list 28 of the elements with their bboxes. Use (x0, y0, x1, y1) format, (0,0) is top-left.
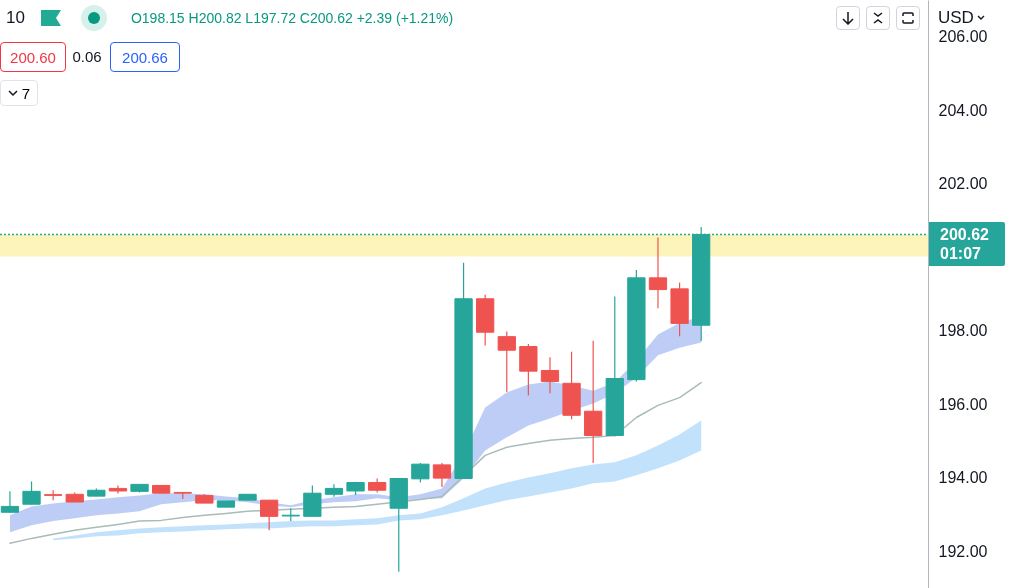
chart-title: 10 (6, 8, 25, 28)
annotation: 200.60 (0, 42, 66, 72)
candlestick (411, 462, 430, 484)
candlestick (22, 480, 41, 505)
candlestick (648, 236, 668, 309)
ref-line-label: 200.62 (940, 225, 990, 245)
candlestick (540, 356, 560, 394)
candlestick (44, 489, 63, 501)
annotation: O198.15 H200.82 L197.72 C200.62 +2.39 (+1.21%) (130, 10, 454, 26)
y-tick-label: 196.00 (938, 395, 988, 413)
annotation: 7 (21, 84, 31, 102)
annotation: 0.06 (66, 42, 108, 70)
candlestick (260, 499, 279, 531)
text: 01:07 (940, 244, 982, 264)
candlestick (108, 484, 128, 495)
y-tick-label: 198.00 (938, 322, 988, 340)
candlestick (432, 462, 452, 488)
y-tick-label: 194.00 (938, 469, 988, 487)
text: USD (938, 8, 974, 28)
y-tick-label: 202.00 (938, 175, 988, 193)
candlestick (497, 330, 516, 393)
candlestick (0, 490, 20, 513)
annotation: 200.66 (110, 42, 180, 72)
y-tick-label: 206.00 (938, 28, 988, 46)
y-tick-label: 204.00 (938, 101, 988, 119)
candlestick (303, 484, 322, 517)
line-series (9, 381, 702, 544)
y-tick-label: 192.00 (938, 542, 988, 560)
